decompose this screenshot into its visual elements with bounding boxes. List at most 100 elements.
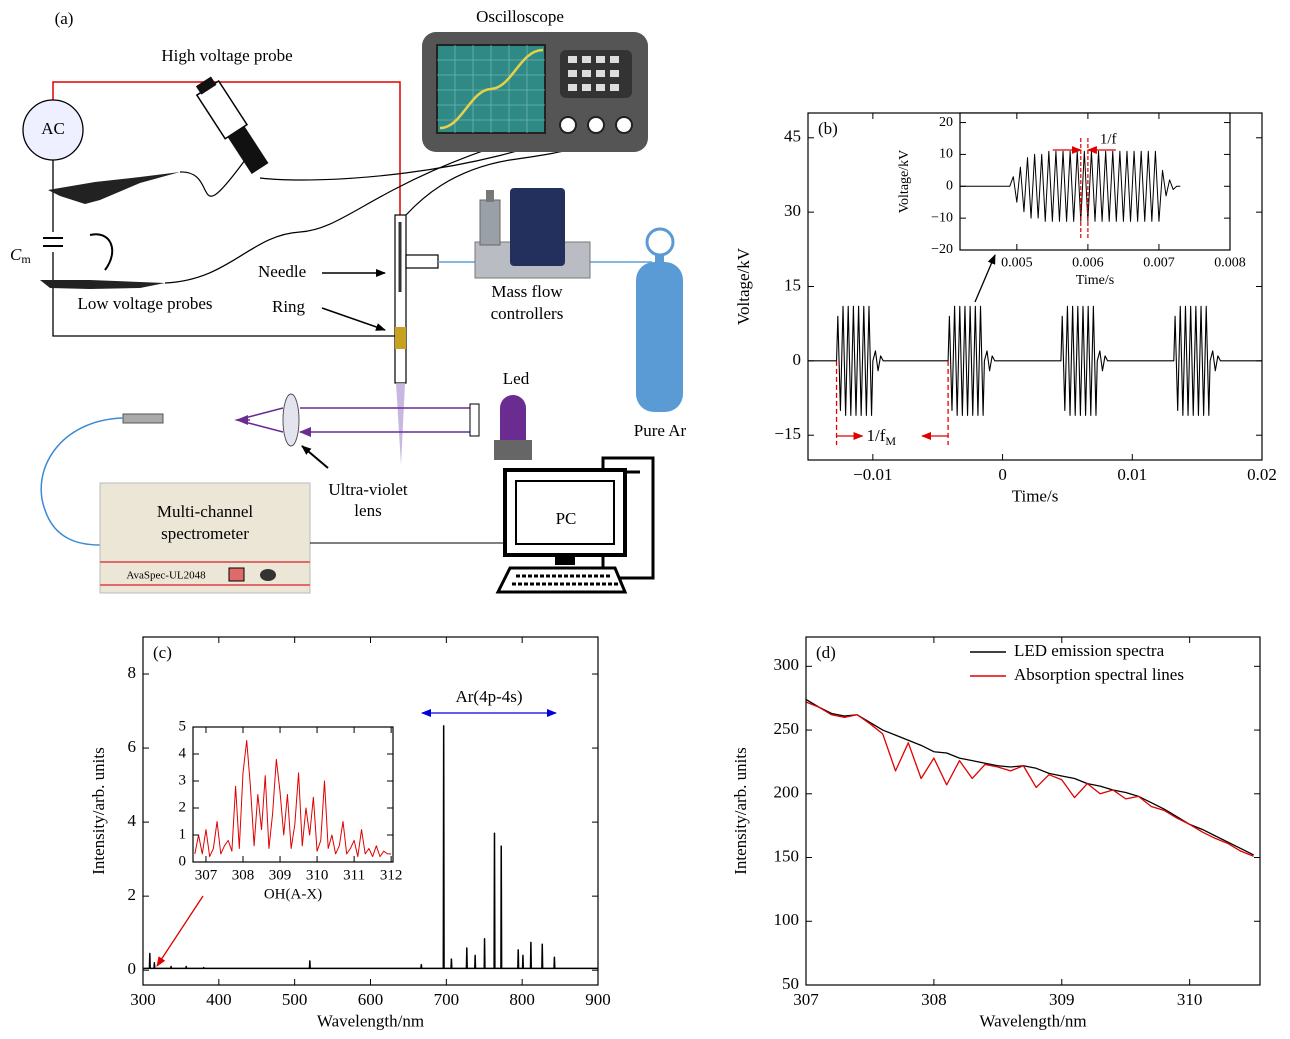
panel-label: (a) — [55, 9, 74, 28]
y-tick-label: 0 — [128, 959, 137, 978]
bnc — [559, 116, 577, 134]
bnc — [615, 116, 633, 134]
y-tick-label: 200 — [774, 783, 800, 802]
probe — [48, 172, 180, 204]
ring-label: Ring — [272, 297, 306, 316]
capacitor-label: Cm — [10, 245, 31, 266]
spectrometer-label: Multi-channel — [157, 502, 254, 521]
light-beam — [300, 407, 470, 432]
y-axis-title: Intensity/arb. units — [731, 747, 750, 874]
range-label: Ar(4p-4s) — [455, 687, 522, 706]
mfc-label: controllers — [491, 304, 564, 323]
y-tick-label: 20 — [939, 115, 953, 130]
gas-cylinder — [636, 262, 683, 412]
y-axis-title: Voltage/kV — [734, 247, 753, 325]
x-tick-label: 0.02 — [1247, 465, 1277, 484]
probe-cable — [164, 126, 561, 284]
mfc-label: Mass flow — [491, 282, 563, 301]
data-line — [808, 305, 1262, 416]
data-line — [805, 701, 1254, 857]
led-mount — [469, 403, 480, 437]
y-tick-label: 3 — [179, 772, 187, 788]
y-tick-label: 4 — [179, 745, 187, 761]
pressure-gauge — [645, 227, 675, 257]
period-text: 1/f — [867, 426, 886, 445]
x-tick-label: 900 — [585, 990, 611, 1009]
cylinder-valve — [655, 252, 664, 264]
x-tick-label: 800 — [509, 990, 535, 1009]
data-line — [143, 725, 598, 970]
x-tick-label: 0 — [998, 465, 1007, 484]
period-subscript: M — [885, 434, 896, 448]
x-tick-label: 0.005 — [1001, 256, 1033, 271]
x-axis-title: Wavelength/nm — [979, 1011, 1086, 1030]
pc-tower — [601, 456, 655, 580]
led — [500, 395, 526, 440]
hv-probe-tip — [227, 126, 269, 175]
y-tick-label: 0 — [793, 350, 802, 369]
x-tick-label: 308 — [921, 990, 947, 1009]
hv-wire — [52, 81, 401, 216]
x-tick-label: 310 — [1177, 990, 1203, 1009]
x-tick-label: 310 — [306, 868, 329, 884]
x-tick-label: 311 — [343, 868, 365, 884]
led-base — [494, 440, 532, 460]
inset-pointer — [974, 254, 996, 303]
legend-label: LED emission spectra — [1014, 641, 1165, 660]
panel-label: (d) — [816, 643, 836, 662]
y-tick-label: 6 — [128, 737, 137, 756]
x-tick-label: 309 — [1049, 990, 1075, 1009]
y-tick-label: 2 — [128, 885, 137, 904]
y-tick-label: 2 — [179, 799, 187, 815]
capacitor-symbol: C — [10, 245, 22, 264]
ring-arrow — [321, 307, 386, 331]
lv-probes-label: Low voltage probes — [77, 294, 212, 313]
x-tick-label: 700 — [434, 990, 460, 1009]
hv-probe-label: High voltage probe — [161, 46, 292, 65]
probe — [40, 280, 165, 289]
x-tick-label: 307 — [793, 990, 819, 1009]
y-tick-label: 4 — [128, 811, 137, 830]
y-tick-label: 30 — [784, 201, 801, 220]
legend-label: Absorption spectral lines — [1014, 665, 1184, 684]
pc-stand — [555, 555, 575, 565]
capacitor-subscript: m — [21, 252, 31, 266]
keypad-keys — [568, 56, 619, 91]
mfc-head — [510, 188, 565, 266]
period-label: 1/fM — [867, 426, 897, 448]
y-tick-label: 50 — [782, 974, 799, 993]
pc-label: PC — [556, 509, 577, 528]
y-tick-label: 300 — [774, 655, 800, 674]
x-tick-label: 500 — [282, 990, 308, 1009]
bnc — [587, 116, 605, 134]
panel-label: (c) — [153, 643, 172, 662]
data-line — [194, 740, 392, 858]
y-tick-label: 45 — [784, 127, 801, 146]
gas-label: Pure Ar — [634, 421, 687, 440]
hv-probe-cap — [195, 76, 217, 95]
y-tick-label: 0 — [179, 853, 187, 869]
lens-label: lens — [354, 501, 381, 520]
inset-pointer — [156, 895, 204, 967]
gas-inlet — [405, 254, 439, 269]
y-tick-label: −10 — [931, 210, 953, 225]
y-tick-label: 100 — [774, 910, 800, 929]
plot-area — [806, 637, 1260, 985]
optical-fiber — [40, 417, 124, 546]
probe-clip — [89, 233, 114, 271]
y-tick-label: 150 — [774, 846, 800, 865]
plot-frame — [959, 112, 1231, 251]
pc-keys — [512, 574, 618, 586]
mfc-valve — [479, 199, 501, 246]
cycle-label: 1/f — [1100, 131, 1117, 147]
x-tick-label: 307 — [195, 868, 218, 884]
hv-probe — [195, 76, 269, 175]
y-tick-label: 5 — [179, 718, 187, 734]
spectrometer-knob — [260, 569, 276, 581]
panel-label: (b) — [818, 119, 838, 138]
setup-diagram: (a) AC Cm High voltage probe Low voltage… — [10, 7, 687, 594]
mfc-valve-top — [486, 190, 494, 202]
x-tick-label: 0.007 — [1143, 256, 1175, 271]
